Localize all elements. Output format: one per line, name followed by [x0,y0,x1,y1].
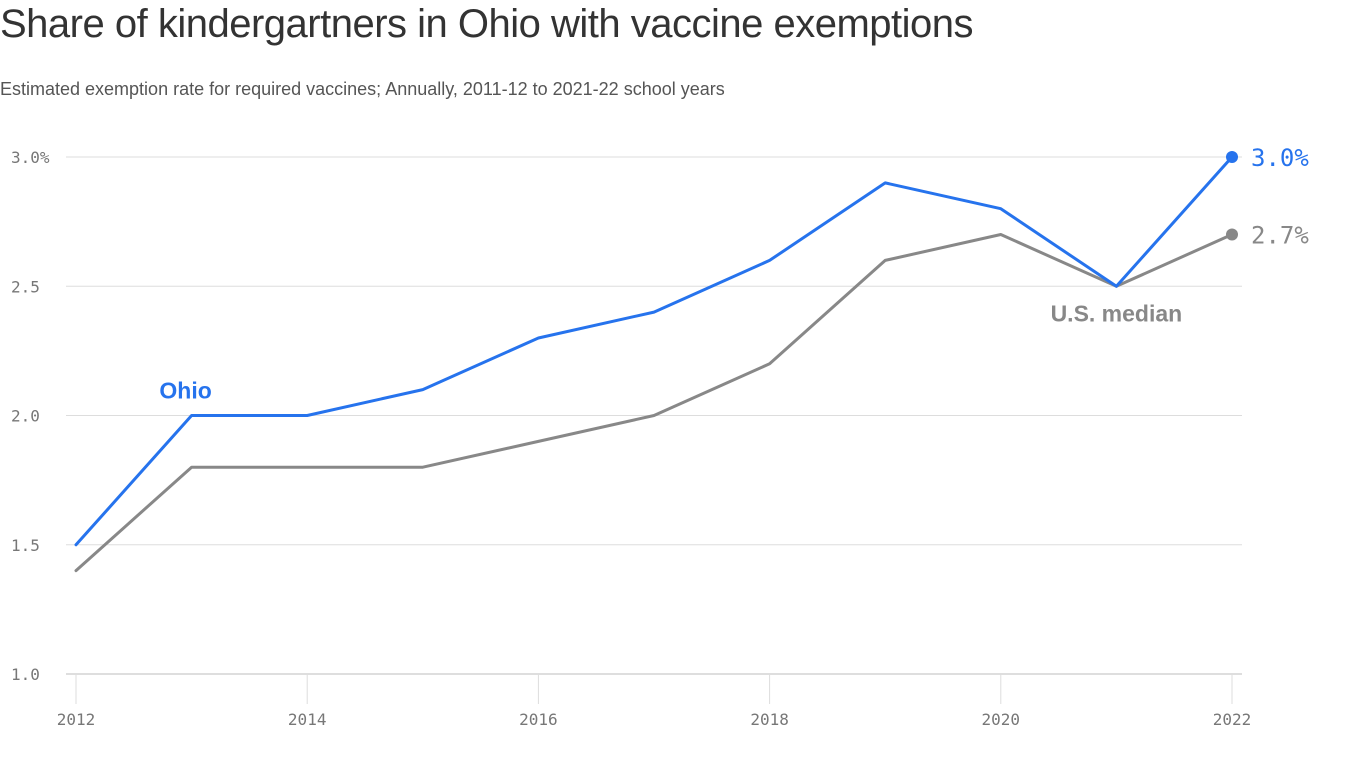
ohio-end-point [1226,151,1238,163]
x-tick-label: 2018 [750,710,789,729]
u-s-median-end-point [1226,228,1238,241]
x-tick-label: 2022 [1213,710,1252,729]
chart-title: Share of kindergartners in Ohio with vac… [0,2,974,46]
x-tick-label: 2014 [288,710,327,729]
x-tick-label: 2012 [57,710,96,729]
ohio-end-label: 3.0% [1251,144,1309,172]
x-tick-label: 2016 [519,710,558,729]
y-tick-label: 1.5 [11,536,40,555]
chart-subtitle: Estimated exemption rate for required va… [0,79,725,99]
x-axis-ticks: 2012 2014 2016 2018 2020 2022 [57,710,1252,729]
series-labels: 2.7% 3.0% Ohio U.S. median [159,144,1309,404]
y-tick-label: 2.5 [11,277,40,296]
y-tick-label: 1.0 [11,665,40,684]
u-s-median-line [74,233,1234,573]
ohio-line [74,155,1234,547]
y-tick-label: 2.0 [11,407,40,426]
y-tick-label: 3.0% [11,148,50,167]
series-lines [74,151,1238,573]
ohio-series-label: Ohio [159,378,211,404]
gridlines [66,156,1242,704]
u-s-median-end-label: 2.7% [1251,222,1309,250]
us-median-series-label: U.S. median [1051,300,1183,326]
x-tick-label: 2020 [982,710,1021,729]
y-axis-ticks: 1.0 1.5 2.0 2.5 3.0% [11,148,50,684]
